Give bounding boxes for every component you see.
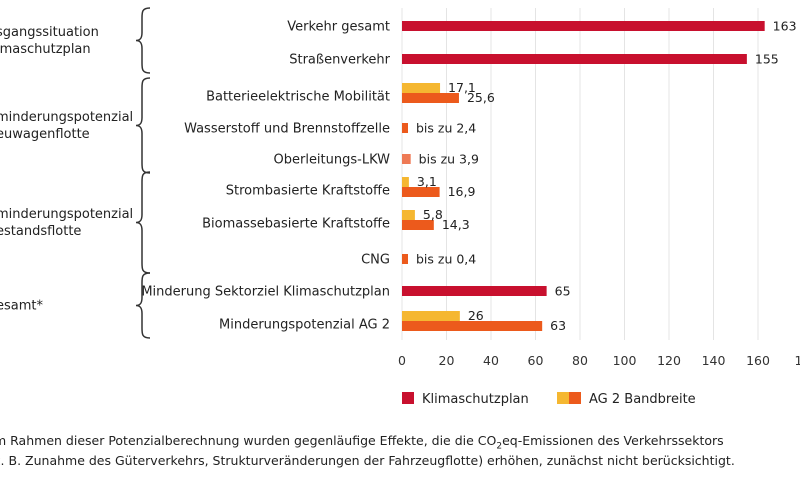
bar [402,123,408,133]
x-tick-label: 60 [528,353,544,368]
legend-swatch [402,392,414,404]
legend-swatch-high [569,392,581,404]
data-label: 3,1 [417,174,437,189]
data-label: 163 [773,19,797,34]
data-label: 14,3 [442,217,470,232]
category-label: Wasserstoff und Brennstoffzelle [184,122,390,137]
data-label: 25,6 [467,90,495,105]
bar-low [402,177,409,187]
group-brace [135,7,151,74]
bar [402,254,408,264]
bar [402,54,747,64]
data-label: 155 [755,52,779,67]
bar [402,286,547,296]
category-label: Straßenverkehr [289,53,390,68]
category-label: Batterieelektrische Mobilität [206,90,390,105]
category-label: CNG [361,253,390,268]
footnote-line1-sub: 2 [496,441,503,452]
data-label: 17,1 [448,80,476,95]
bar-high [402,93,459,103]
data-label: 16,9 [448,184,476,199]
data-label: bis zu 3,9 [419,152,479,167]
x-tick-label: 20 [439,353,455,368]
footnote-line1-pre: m Rahmen dieser Potenzialberechnung wurd… [0,433,497,448]
group-label: imaschutzplan [0,42,91,57]
group-label: minderungspotenzial [0,207,133,222]
data-label: 26 [468,308,484,323]
category-label: Oberleitungs-LKW [274,153,391,168]
footnote: m Rahmen dieser Potenzialberechnung wurd… [0,432,800,456]
footnote-line2: z. B. Zunahme des Güterverkehrs, Struktu… [0,453,735,468]
bar-low [402,210,415,220]
legend: Klimaschutzplan AG 2 Bandbreite [402,392,696,407]
data-label: bis zu 0,4 [416,252,476,267]
x-axis: 0 20 40 60 80 100 120 140 160 18 [398,353,800,368]
x-tick-label: 120 [657,353,681,368]
x-tick-label: 40 [483,353,499,368]
x-tick-label: 160 [746,353,770,368]
group-brace [135,272,151,339]
group-label: estandsflotte [0,224,81,239]
bar-low [402,83,441,93]
category-label: Biomassebasierte Kraftstoffe [202,217,390,232]
data-label: 5,8 [423,207,443,222]
x-tick-label: 140 [702,353,726,368]
bar-high [402,321,543,331]
legend-swatch-low [557,392,569,404]
category-label: Strombasierte Kraftstoffe [226,184,390,199]
data-label: 65 [555,284,571,299]
data-label: bis zu 2,4 [416,121,476,136]
footnote-line1-post: eq-Emissionen des Verkehrssektors [502,433,724,448]
legend-label: AG 2 Bandbreite [589,392,696,407]
bars-layer [402,21,765,331]
bar [402,21,765,31]
bar-low [402,311,460,321]
group-label: euwagenflotte [0,127,90,142]
data-label: 63 [550,318,566,333]
category-label: Minderungspotenzial AG 2 [219,318,390,333]
bar-high [402,187,440,197]
category-label: Verkehr gesamt [287,20,390,35]
bar-high [402,220,434,230]
group-label: sgangssituation [0,25,99,40]
group-label: esamt* [0,299,43,314]
x-tick-label: 0 [398,353,406,368]
labels-layer: Verkehr gesamt 163 Straßenverkehr 155 Batter… [0,19,797,334]
legend-label: Klimaschutzplan [422,392,529,407]
bar [402,154,411,164]
group-label: minderungspotenzial [0,110,133,125]
x-tick-label: 100 [613,353,637,368]
group-brace [135,171,151,274]
x-tick-label: 80 [572,353,588,368]
x-tick-label: 18 [795,353,800,368]
group-braces [135,7,151,339]
group-brace [135,77,151,174]
category-label: Minderung Sektorziel Klimaschutzplan [141,285,390,300]
